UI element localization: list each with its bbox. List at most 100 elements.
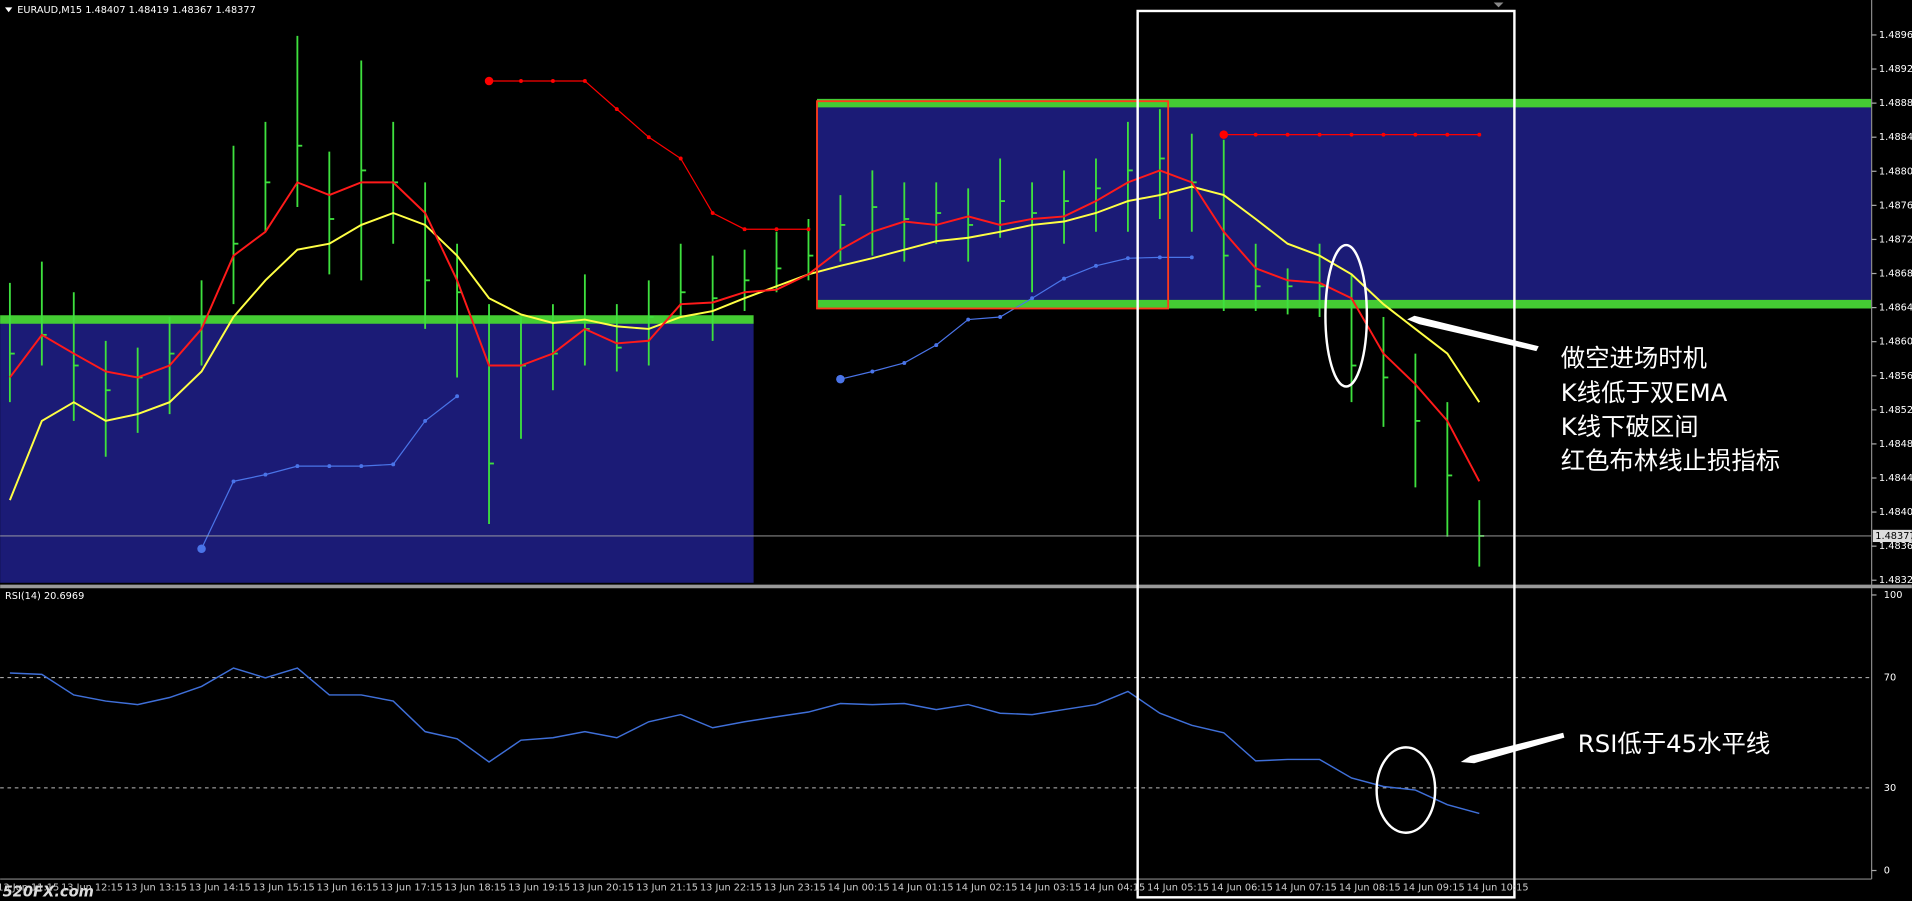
- dot: [1062, 276, 1066, 281]
- dot: [806, 227, 811, 232]
- x-tick-label: 14 Jun 06:15: [1211, 883, 1273, 894]
- ema-line: [9, 169, 1481, 482]
- x-tick-label: 13 Jun 14:15: [189, 883, 251, 894]
- dot: [263, 472, 268, 477]
- last-price-box: [1872, 529, 1912, 543]
- x-tick-label: 14 Jun 04:15: [1083, 883, 1145, 894]
- dot: [774, 227, 779, 232]
- range-frame: [816, 100, 1170, 310]
- dot: [934, 343, 939, 348]
- y-tick-label: 1.48405: [1879, 507, 1912, 518]
- y-tick-label: 70: [1884, 673, 1896, 684]
- dot: [423, 418, 428, 423]
- x-tick-label: 13 Jun 16:15: [317, 883, 379, 894]
- y-tick-label: 1.48325: [1879, 575, 1912, 586]
- dot: [455, 394, 460, 399]
- x-tick-label: 13 Jun 23:15: [764, 883, 826, 894]
- dot: [1030, 296, 1035, 301]
- range-zone: [0, 319, 754, 583]
- annotation: 做空进场时机: [1561, 344, 1707, 373]
- rsi-line: [9, 667, 1480, 815]
- arrow: [1407, 315, 1539, 352]
- y-tick-label: 1.48605: [1879, 337, 1912, 348]
- watermark: 520FX.com: [3, 883, 94, 900]
- dot: [550, 79, 555, 83]
- dot: [614, 107, 619, 112]
- dot: [1477, 132, 1482, 137]
- rsi-title: RSI(14) 20.6969: [5, 591, 84, 602]
- y-tick-label: 1.48805: [1879, 166, 1912, 177]
- annotation: RSI低于45水平线: [1578, 729, 1771, 758]
- x-tick-label: 13 Jun 21:15: [636, 883, 698, 894]
- dot: [836, 374, 845, 384]
- dot: [1219, 130, 1229, 139]
- dot: [902, 361, 907, 365]
- dot: [359, 464, 364, 469]
- dot: [966, 317, 971, 322]
- y-tick-label: 1.48645: [1879, 303, 1912, 314]
- dot: [391, 462, 396, 467]
- y-tick-label: 1.48445: [1879, 473, 1912, 484]
- y-tick-label: 1.48565: [1879, 371, 1912, 382]
- last-price-label: 1.48377: [1875, 531, 1912, 542]
- x-tick-label: 13 Jun 22:15: [700, 883, 762, 894]
- x-tick-label: 13 Jun 17:15: [381, 883, 443, 894]
- y-tick-label: 30: [1884, 783, 1896, 794]
- range-zone: [817, 103, 1872, 305]
- x-tick-label: 14 Jun 10:15: [1467, 883, 1529, 894]
- annotation: K线下破区间: [1561, 412, 1699, 441]
- y-tick-label: 1.48925: [1879, 64, 1912, 75]
- dot: [1381, 132, 1386, 137]
- dot: [646, 135, 651, 140]
- dot: [197, 544, 206, 553]
- dot: [1157, 255, 1162, 260]
- dot: [710, 211, 715, 215]
- x-tick-label: 14 Jun 08:15: [1339, 883, 1401, 894]
- y-tick-label: 1.48845: [1879, 132, 1912, 143]
- x-tick-label: 13 Jun 18:15: [444, 883, 506, 894]
- dot: [1094, 263, 1098, 268]
- shift-marker: [1493, 2, 1504, 8]
- highlight-ellipse: [1324, 243, 1369, 388]
- x-tick-label: 13 Jun 15:15: [253, 883, 315, 894]
- x-tick-label: 13 Jun 12:15: [61, 883, 123, 894]
- y-tick-label: 100: [1884, 590, 1903, 601]
- y-tick-label: 1.48485: [1879, 439, 1912, 450]
- y-tick-label: 1.48765: [1879, 200, 1912, 211]
- y-tick-label: 1.48965: [1879, 30, 1912, 41]
- dot: [231, 479, 236, 484]
- dot: [1413, 132, 1418, 137]
- x-tick-label: 14 Jun 03:15: [1019, 883, 1081, 894]
- dot: [582, 79, 587, 83]
- dot: [678, 156, 683, 161]
- y-tick-label: 0: [1884, 866, 1890, 877]
- highlight-ellipse: [1375, 746, 1437, 834]
- y-tick-label: 1.48365: [1879, 541, 1912, 552]
- x-tick-label: 14 Jun 00:15: [828, 883, 890, 894]
- plot-layer: [0, 35, 1872, 815]
- dot: [1189, 255, 1194, 260]
- chart-title: EURAUD,M15 1.48407 1.48419 1.48367 1.483…: [17, 5, 256, 16]
- x-tick-label: 14 Jun 07:15: [1275, 883, 1337, 894]
- x-tick-label: 14 Jun 02:15: [956, 883, 1018, 894]
- dot: [1285, 132, 1290, 137]
- dot: [327, 464, 332, 469]
- arrow: [1460, 732, 1565, 764]
- dot: [1349, 132, 1354, 137]
- x-tick-label: 14 Jun 09:15: [1403, 883, 1465, 894]
- dot: [1317, 132, 1322, 137]
- x-tick-label: 14 Jun 05:15: [1147, 883, 1209, 894]
- dot: [1125, 256, 1130, 261]
- x-tick-label: 14 Jun 01:15: [892, 883, 954, 894]
- y-tick-label: 1.48525: [1879, 405, 1912, 416]
- annotation: 红色布林线止损指标: [1561, 446, 1780, 475]
- dot: [1445, 132, 1450, 137]
- dot: [484, 76, 494, 86]
- dot: [1253, 132, 1258, 137]
- dot: [742, 227, 747, 232]
- y-tick-label: 1.48725: [1879, 234, 1912, 245]
- x-tick-label: 13 Jun 19:15: [508, 883, 570, 894]
- menu-triangle: [5, 7, 13, 13]
